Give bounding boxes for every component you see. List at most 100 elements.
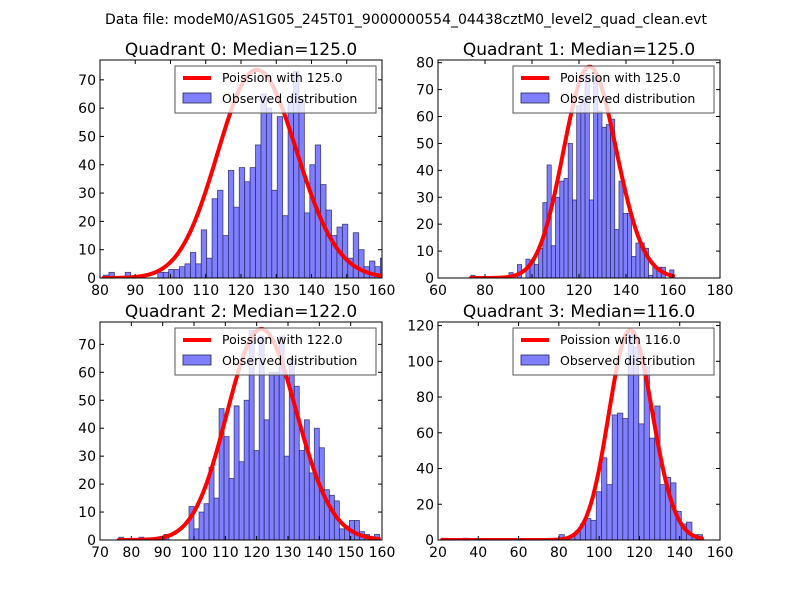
histogram-bar [606,484,613,540]
histogram-bar [622,418,629,540]
y-tick-label: 0 [425,533,434,549]
subplot-title: Quadrant 0: Median=125.0 [125,40,357,60]
x-tick-label: 140 [306,545,333,561]
histogram-bar [649,437,656,540]
y-tick-label: 70 [416,83,434,99]
x-tick-label: 70 [91,545,109,561]
histogram-bar [379,257,382,278]
axes-frame [437,321,721,541]
histogram-bar [271,189,278,278]
histogram-bar [580,97,586,278]
histogram-bar [233,405,240,540]
plot-area [101,67,391,278]
histogram-bar [303,212,311,278]
histogram-bar [253,450,260,540]
histogram-bar [638,423,645,540]
legend: Poission with 116.0 Observed distribution [512,327,715,376]
histogram-bar [213,497,220,540]
plot-area [440,328,704,540]
y-tick-label: 0 [425,271,434,287]
y-tick-label: 40 [78,158,96,174]
histogram-bar [352,232,360,278]
y-tick-label: 10 [78,505,96,521]
histogram-bar [263,419,270,540]
histogram-bar [200,229,208,278]
histogram-bar [605,124,611,278]
legend-bar-swatch [520,354,550,366]
histogram-bar [249,167,256,278]
y-tick-label: 40 [416,163,434,179]
legend-label-poisson: Poission with 116.0 [560,332,681,347]
axes-frame [99,321,383,541]
y-tick-label: 20 [416,217,434,233]
histogram-bar [203,503,210,540]
x-tick-label: 160 [369,283,396,299]
histogram-bar [559,180,565,278]
y-tick-label: 60 [78,365,96,381]
subplot-quadrant-0: Quadrant 0: Median=125.0 80 90 100 110 120 13… [78,40,395,299]
histogram-bar [622,213,628,278]
subplot-quadrant-2: Quadrant 2: Median=122.0 70 80 90 100 110 120… [78,302,395,561]
y-tick-label: 80 [416,390,434,406]
x-tick-label: 90 [154,545,172,561]
histogram-bar [328,494,335,540]
histogram-bar [563,178,569,278]
histogram-bar [238,167,246,278]
histogram-bar [268,371,275,540]
x-tick-label: 140 [666,545,693,561]
histogram-bar [572,199,578,278]
x-tick-label: 160 [369,545,396,561]
y-tick-label: 100 [407,354,434,370]
x-tick-label: 60 [510,545,528,561]
legend-bar-swatch [182,92,212,104]
histogram-bar [283,455,290,540]
histogram-bar [631,256,637,278]
subplot-title: Quadrant 1: Median=125.0 [463,40,695,60]
y-tick-label: 60 [416,110,434,126]
legend-label-observed: Observed distribution [560,91,695,106]
histogram-bar [173,269,180,278]
subplot-quadrant-1: Quadrant 1: Median=125.0 60 80 100 120 140 16… [416,40,733,299]
x-tick-label: 110 [192,283,219,299]
histogram-bar [386,275,391,278]
legend-label-observed: Observed distribution [222,91,357,106]
histogram-bar [255,144,262,278]
x-tick-label: 120 [243,545,270,561]
y-tick-label: 70 [78,73,96,89]
figure-suptitle: Data file: modeM0/AS1G05_245T01_90000005… [105,12,707,28]
histogram-bar [189,252,197,278]
legend-label-poisson: Poission with 122.0 [222,332,343,347]
x-tick-label: 140 [613,283,640,299]
histogram-bar [635,242,641,278]
histogram-bar [184,263,191,278]
histogram-bar [228,478,235,540]
histogram-bar [618,180,624,278]
y-tick-label: 60 [416,426,434,442]
legend-box [512,327,715,376]
histogram-bar [223,436,230,540]
y-tick-label: 60 [78,101,96,117]
histogram-bar [206,257,213,278]
histogram-bar [222,235,229,278]
legend: Poission with 122.0 Observed distribution [174,327,377,376]
histogram-bar [550,245,556,278]
y-tick-label: 40 [416,462,434,478]
y-tick-label: 80 [416,56,434,72]
x-tick-label: 160 [660,283,687,299]
y-tick-label: 10 [78,243,96,259]
histogram-bar [282,215,289,278]
histogram-bar [298,99,305,278]
x-tick-label: 100 [157,283,184,299]
x-tick-label: 160 [707,545,734,561]
legend-bar-swatch [520,92,550,104]
x-tick-label: 20 [429,545,447,561]
x-tick-label: 40 [469,545,487,561]
histogram-bar [162,271,170,278]
legend-box [512,65,715,114]
histogram-bar [227,170,235,278]
legend-label-observed: Observed distribution [560,353,695,368]
legend-label-poisson: Poission with 125.0 [560,70,681,85]
histogram-bar [244,181,251,278]
histogram-bar [576,105,582,278]
histogram-bar [233,206,240,278]
